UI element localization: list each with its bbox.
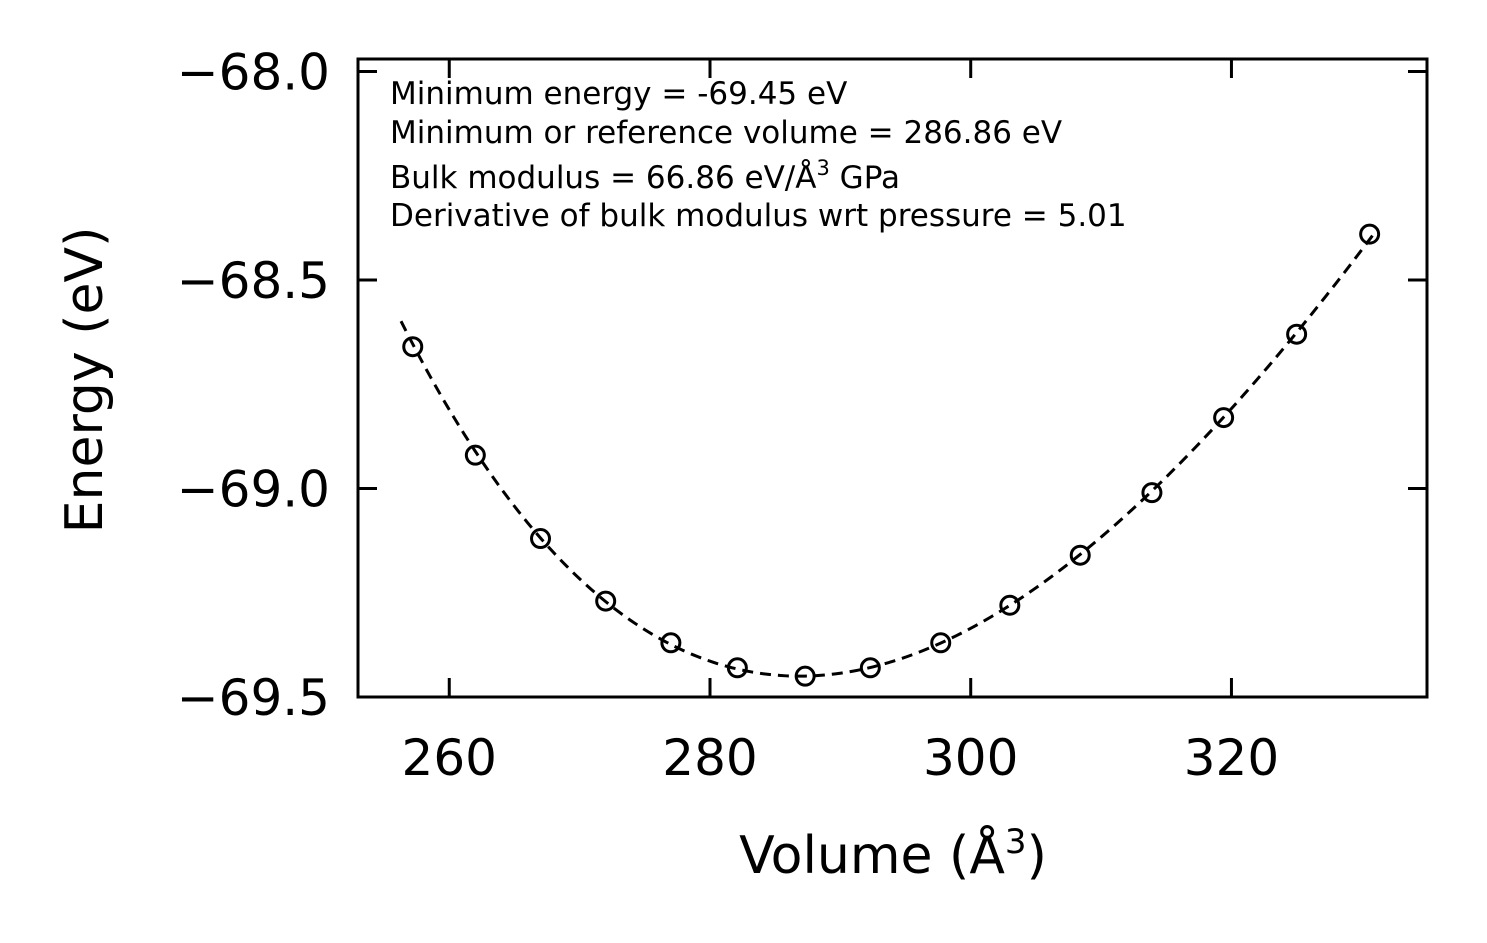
x-tick-label: 280 (662, 729, 757, 787)
x-axis-label: Volume (Å3) (739, 822, 1047, 886)
x-axis-label-close: ) (1027, 826, 1047, 886)
fit-curve (399, 231, 1377, 678)
ticks-layer: 260 280 300 320 −69.5 −69.0 −68.5 −68.0 (177, 44, 1427, 787)
fit-curve-layer (399, 231, 1377, 678)
data-point (660, 632, 682, 654)
data-point (595, 590, 617, 612)
annotation-bulk-modulus: Bulk modulus = 66.86 eV/Å3 GPa (390, 156, 900, 196)
annotation-box: Minimum energy = -69.45 eV Minimum or re… (390, 76, 1127, 234)
data-point (999, 594, 1021, 616)
data-point (794, 665, 816, 687)
data-points-layer (402, 223, 1381, 687)
data-point (726, 657, 748, 679)
annotation-bulk-modulus-tail: GPa (830, 160, 900, 196)
annotation-reference-volume: Minimum or reference volume = 286.86 eV (390, 115, 1062, 151)
x-axis-label-base: Volume (Å (739, 824, 1005, 886)
annotation-bulk-modulus-sup: 3 (816, 156, 829, 180)
y-tick-label: −68.0 (177, 44, 330, 102)
data-point (464, 444, 486, 466)
x-tick-label: 320 (1184, 729, 1279, 787)
data-point (930, 632, 952, 654)
data-point (1286, 323, 1308, 345)
data-point (1069, 544, 1091, 566)
y-tick-label: −69.0 (177, 461, 330, 519)
x-tick-label: 300 (923, 729, 1018, 787)
y-tick-label: −68.5 (177, 252, 330, 310)
data-point (1141, 482, 1163, 504)
data-point (530, 528, 552, 550)
annotation-bulk-modulus-derivative: Derivative of bulk modulus wrt pressure … (390, 198, 1127, 234)
x-tick-label: 260 (402, 729, 497, 787)
data-point (402, 336, 424, 358)
y-tick-label: −69.5 (177, 669, 330, 727)
x-axis-label-sup: 3 (1005, 822, 1027, 862)
plot-area (356, 57, 1429, 699)
data-point (859, 657, 881, 679)
annotation-minimum-energy: Minimum energy = -69.45 eV (390, 76, 847, 112)
y-axis-label: Energy (eV) (55, 227, 115, 534)
plot-frame (356, 57, 1429, 699)
data-point (1359, 223, 1381, 245)
data-point (1213, 407, 1235, 429)
annotation-bulk-modulus-base: Bulk modulus = 66.86 eV/Å (390, 160, 816, 196)
